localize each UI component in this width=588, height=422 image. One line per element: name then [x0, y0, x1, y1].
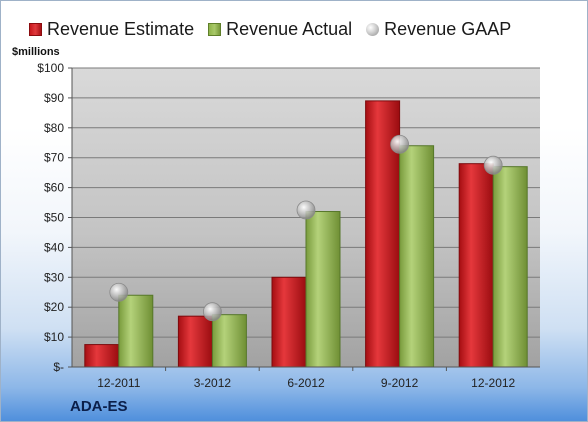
- legend-item-actual: Revenue Actual: [208, 19, 352, 40]
- x-tick-label: 12-2012: [471, 376, 515, 390]
- y-tick-label: $30: [44, 270, 64, 284]
- bar-revenue-actual: [492, 166, 528, 368]
- bar-revenue-actual: [211, 314, 247, 368]
- chart-legend: Revenue Estimate Revenue Actual Revenue …: [29, 16, 525, 42]
- bars: [84, 100, 528, 368]
- bar-revenue-actual: [305, 211, 341, 368]
- legend-marker-gaap: [366, 22, 380, 36]
- bar-revenue-estimate: [177, 315, 213, 368]
- x-tick-label: 3-2012: [194, 376, 232, 390]
- y-tick-label: $-: [53, 360, 64, 374]
- y-axis: $- $10 $20 $30 $40 $50 $60 $70 $80 $90 $100: [37, 61, 73, 374]
- x-tick-label: 12-2011: [97, 376, 140, 390]
- bar-revenue-estimate: [84, 344, 120, 368]
- y-tick-label: $40: [44, 240, 64, 254]
- legend-swatch-estimate: [29, 22, 42, 36]
- legend-label-gaap: Revenue GAAP: [384, 18, 512, 39]
- bar-revenue-actual: [399, 145, 435, 368]
- bar-revenue-actual: [118, 294, 154, 368]
- ticker-label: ADA-ES: [70, 398, 128, 415]
- x-tick-label: 6-2012: [287, 376, 325, 390]
- legend-label-estimate: Revenue Estimate: [47, 18, 195, 39]
- y-tick-label: $100: [37, 61, 64, 75]
- marker-revenue-gaap: [202, 302, 222, 322]
- y-tick-label: $20: [44, 300, 64, 314]
- y-tick-label: $80: [44, 121, 64, 135]
- x-axis: 12-2011 3-2012 6-2012 9-2012 12-2012: [72, 366, 540, 390]
- y-tick-label: $70: [44, 151, 64, 165]
- bar-revenue-estimate: [458, 163, 494, 368]
- y-tick-label: $10: [44, 330, 64, 344]
- units-label: $millions: [12, 46, 60, 58]
- x-tick-label: 9-2012: [381, 376, 419, 390]
- legend-item-gaap: Revenue GAAP: [366, 19, 511, 40]
- legend-label-actual: Revenue Actual: [226, 18, 353, 39]
- y-tick-label: $90: [44, 91, 64, 105]
- marker-revenue-gaap: [109, 282, 129, 302]
- legend-item-estimate: Revenue Estimate: [29, 19, 194, 40]
- gaap-markers: [109, 134, 503, 322]
- y-tick-label: $60: [44, 181, 64, 195]
- legend-swatch-actual: [208, 22, 222, 36]
- marker-revenue-gaap: [296, 200, 316, 220]
- bar-revenue-estimate: [271, 276, 307, 368]
- y-tick-label: $50: [44, 211, 64, 225]
- marker-revenue-gaap: [390, 134, 410, 154]
- marker-revenue-gaap: [483, 155, 503, 175]
